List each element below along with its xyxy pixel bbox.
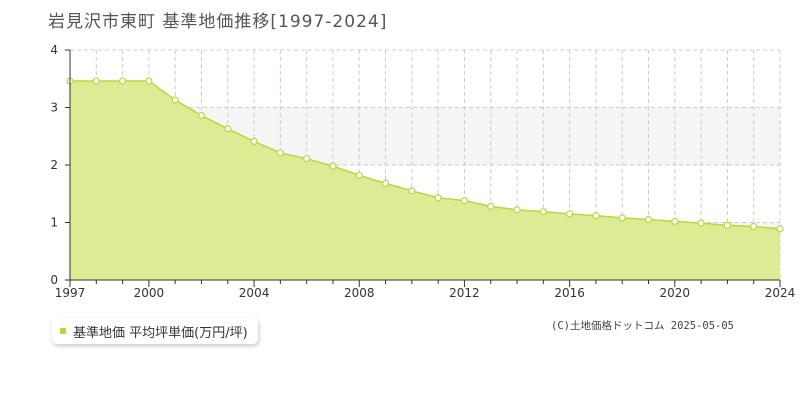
data-point: [487, 202, 495, 210]
legend: 基準地価 平均坪単価(万円/坪): [52, 318, 258, 344]
y-tick-label: 2: [50, 158, 58, 172]
data-point: [329, 162, 337, 170]
series-area: [70, 81, 780, 280]
y-tick-label: 1: [50, 216, 58, 230]
y-tick-label: 0: [50, 273, 58, 287]
data-point: [434, 194, 442, 202]
data-point: [671, 217, 679, 225]
legend-swatch-icon: [60, 328, 66, 334]
data-point: [697, 219, 705, 227]
y-tick-label: 4: [50, 43, 58, 57]
chart-title: 岩見沢市東町 基準地価推移[1997-2024]: [48, 12, 388, 32]
x-tick-label: 1997: [55, 286, 86, 300]
data-point: [303, 155, 311, 163]
data-point: [776, 225, 784, 233]
data-point: [276, 149, 284, 157]
x-tick-label: 2000: [134, 286, 165, 300]
series-line: [70, 80, 781, 230]
copyright-text: (C)土地価格ドットコム 2025-05-05: [551, 320, 735, 332]
data-point: [92, 77, 100, 85]
data-point: [197, 111, 206, 120]
data-point: [381, 179, 390, 187]
data-point: [644, 216, 653, 224]
x-tick-label: 2020: [660, 286, 691, 300]
data-point: [250, 137, 258, 146]
x-tick-label: 2008: [344, 286, 375, 300]
data-point: [618, 214, 626, 222]
data-point: [723, 221, 732, 229]
data-point: [171, 96, 179, 104]
x-tick-label: 2012: [449, 286, 480, 300]
legend-label: 基準地価 平均坪単価(万円/坪): [73, 325, 248, 341]
data-point: [224, 125, 232, 133]
x-tick-label: 2016: [554, 286, 585, 300]
data-point: [408, 187, 416, 195]
data-point: [460, 197, 469, 205]
x-tick-label: 2024: [765, 286, 796, 300]
data-point: [513, 206, 521, 214]
data-point: [539, 207, 547, 216]
data-point: [118, 77, 127, 85]
data-point: [750, 222, 758, 231]
y-tick-label: 3: [50, 101, 58, 115]
data-point: [566, 210, 574, 218]
data-point: [145, 77, 153, 85]
data-point: [355, 171, 363, 179]
x-tick-label: 2004: [239, 286, 270, 300]
data-point: [592, 212, 600, 220]
